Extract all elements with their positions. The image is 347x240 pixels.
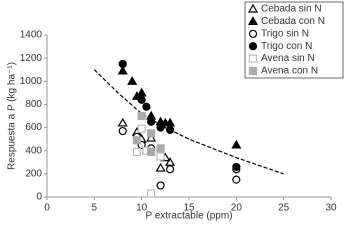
y-tick-label: 800 [25,99,42,110]
point [117,65,128,75]
point [232,175,241,184]
trend-line [93,69,284,175]
point [156,144,165,153]
point [147,147,156,156]
point [117,117,128,127]
legend-label: Cebada con N [261,16,325,27]
x-tick-label: 15 [183,203,195,214]
point [147,129,156,138]
point [156,123,165,132]
legend-marker [247,16,259,25]
y-tick-label: 200 [25,168,42,179]
point [146,132,157,142]
y-tick-label: 400 [25,145,42,156]
y-tick-label: 600 [25,122,42,133]
x-axis-label: P extractable (ppm) [145,211,232,222]
point [132,147,142,156]
x-tick-label: 0 [44,203,50,214]
x-tick-label: 5 [92,203,98,214]
y-tick-label: 0 [36,192,42,203]
y-tick-label: 1000 [20,76,43,87]
legend-marker [248,54,258,63]
point [147,117,156,126]
legend-marker [248,66,258,76]
point [118,126,127,136]
point [156,152,165,161]
point [156,181,165,190]
legend-label: Avena sin N [261,53,315,64]
point [118,59,127,69]
point [165,165,175,174]
point [127,76,138,85]
legend-box [244,1,344,79]
x-tick-label: 25 [278,203,290,214]
y-tick-label: 1200 [20,53,43,64]
legend-marker [248,42,258,51]
x-tick-label: 10 [136,203,148,214]
point [132,136,142,145]
point [136,87,147,97]
point [137,124,146,133]
point [142,102,151,111]
point [231,139,242,149]
point [165,125,175,134]
point [137,111,146,121]
point [147,189,156,198]
legend-marker [248,29,258,38]
legend-label: Avena con N [261,66,318,77]
x-tick-label: 20 [231,203,243,214]
point [155,162,166,172]
point [232,162,241,172]
y-axis-label: Respuesta a P (kg ha⁻¹) [7,62,18,170]
y-tick-label: 1400 [20,30,43,41]
legend-label: Cebada sin N [261,4,322,15]
legend-label: Trigo sin N [261,28,309,39]
legend-marker [247,3,259,13]
chart: P extractable (ppm) Respuesta a P (kg ha… [7,1,344,222]
point [137,95,146,104]
x-tick-label: 30 [325,203,337,214]
legend-label: Trigo con N [261,41,312,52]
